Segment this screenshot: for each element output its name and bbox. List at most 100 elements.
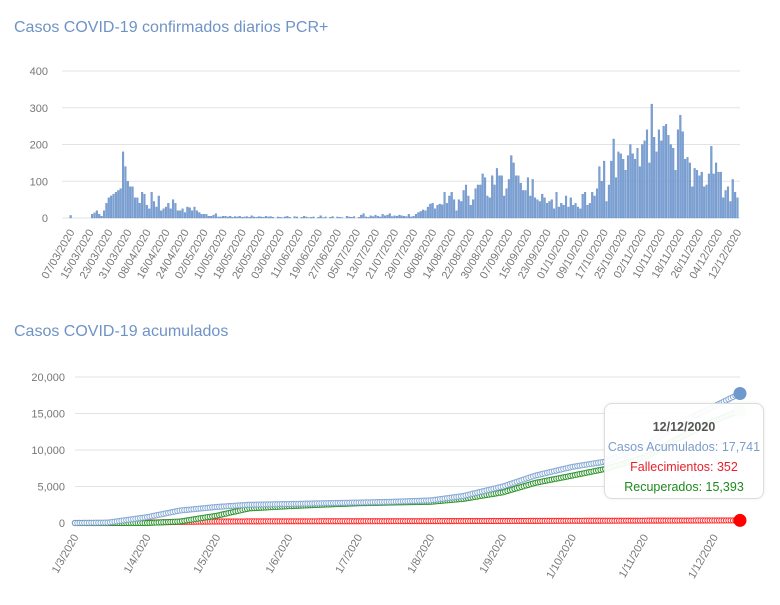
y-tick-label: 15,000 xyxy=(31,409,65,421)
bar xyxy=(464,184,468,219)
bar xyxy=(136,197,139,219)
bar xyxy=(488,197,491,219)
bar xyxy=(431,203,434,219)
bar xyxy=(505,188,508,219)
bar xyxy=(217,216,220,219)
bar xyxy=(364,216,368,219)
bar xyxy=(252,216,256,219)
bar xyxy=(357,217,360,219)
bar xyxy=(448,195,451,219)
bar xyxy=(300,217,303,219)
bar xyxy=(688,162,691,219)
bar xyxy=(310,217,313,219)
bar xyxy=(412,216,415,219)
bar xyxy=(436,204,439,219)
bar xyxy=(719,171,722,219)
bar xyxy=(241,217,244,219)
bar xyxy=(276,216,279,219)
bar xyxy=(255,217,258,219)
bar xyxy=(257,216,260,219)
bar xyxy=(560,203,563,219)
bar xyxy=(174,203,177,219)
bar xyxy=(191,210,194,219)
bar xyxy=(667,135,670,219)
y-tick-label: 10,000 xyxy=(31,445,65,457)
cumulative-chart-title: Casos COVID-19 acumulados xyxy=(14,323,229,340)
bar xyxy=(500,175,503,219)
bar xyxy=(372,216,375,219)
bar xyxy=(453,199,456,219)
bar xyxy=(567,206,570,219)
bar xyxy=(100,216,103,219)
bar xyxy=(193,206,196,219)
bar xyxy=(545,203,549,219)
bar xyxy=(631,153,634,219)
bar xyxy=(441,204,444,219)
bar xyxy=(414,214,418,219)
bar xyxy=(202,214,206,219)
bar xyxy=(288,217,291,219)
bar xyxy=(400,215,403,219)
bar xyxy=(462,190,465,219)
y-tick-label: 0 xyxy=(42,213,48,225)
bar xyxy=(98,214,101,219)
bar xyxy=(91,214,94,219)
bar xyxy=(317,217,320,219)
bar xyxy=(95,210,98,219)
bar xyxy=(183,212,187,219)
bar xyxy=(167,203,170,219)
y-tick-label: 300 xyxy=(30,103,48,115)
bar xyxy=(550,199,553,219)
bar xyxy=(395,216,398,219)
bar xyxy=(250,215,253,219)
bar xyxy=(233,216,237,219)
bar xyxy=(410,216,413,219)
bar xyxy=(472,199,475,219)
bar xyxy=(295,216,298,219)
bar xyxy=(593,195,596,219)
bar xyxy=(591,192,594,219)
bar xyxy=(612,138,615,219)
bar xyxy=(662,125,665,219)
bar xyxy=(157,195,160,219)
bar xyxy=(536,199,539,219)
bar xyxy=(524,190,527,219)
bar xyxy=(248,217,251,219)
bar xyxy=(329,217,332,219)
bar xyxy=(312,216,315,219)
bar xyxy=(474,188,477,219)
bar xyxy=(381,214,384,219)
bar xyxy=(634,159,637,219)
bar xyxy=(693,168,696,219)
bar xyxy=(131,186,134,219)
bar xyxy=(672,148,675,219)
bar xyxy=(426,206,429,219)
bar xyxy=(245,216,248,219)
bar xyxy=(569,197,572,219)
bar xyxy=(605,201,608,219)
bar xyxy=(438,203,441,219)
bar xyxy=(376,216,379,219)
bar xyxy=(229,216,232,219)
bar xyxy=(643,140,646,219)
bar xyxy=(684,159,687,219)
bar xyxy=(386,214,389,219)
bar xyxy=(360,214,363,219)
bar xyxy=(348,216,351,219)
bar xyxy=(305,216,308,219)
bar xyxy=(455,210,458,219)
bar xyxy=(576,206,579,219)
bar xyxy=(595,188,599,219)
bar xyxy=(148,208,151,219)
bar xyxy=(422,209,425,219)
bar xyxy=(367,217,370,219)
bar xyxy=(443,192,446,219)
x-tick-label: 1/10/2020 xyxy=(544,533,579,581)
x-tick-label: 1/5/2020 xyxy=(192,533,224,576)
bar xyxy=(107,197,110,219)
bar xyxy=(579,208,582,219)
bar xyxy=(260,216,263,219)
x-tick-label: 1/6/2020 xyxy=(264,533,296,576)
bar xyxy=(557,206,560,219)
bar xyxy=(655,151,658,219)
